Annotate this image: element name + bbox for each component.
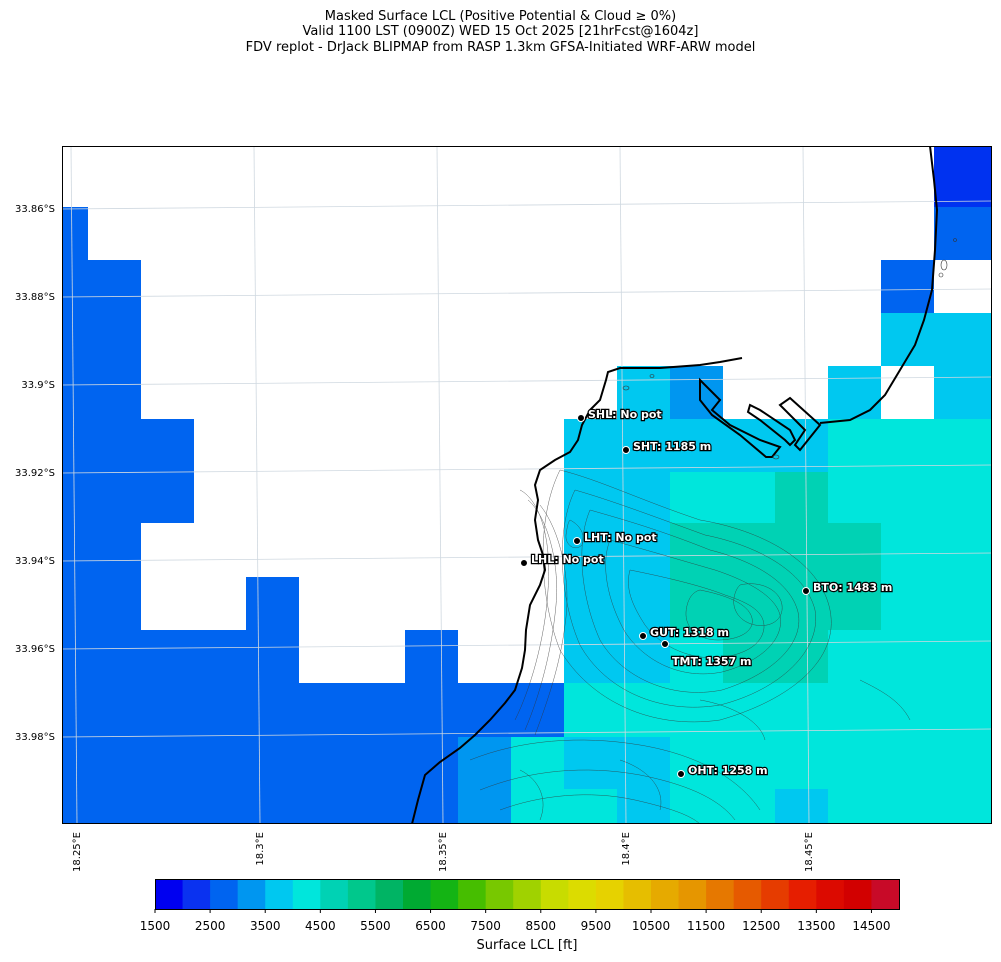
colorbar-tick-label: 6500 — [415, 919, 446, 933]
colorbar-swatch — [430, 880, 459, 909]
colorbar-tick-label: 12500 — [742, 919, 780, 933]
coastline — [411, 146, 939, 824]
colorbar-tick-label: 9500 — [581, 919, 612, 933]
station-label: LHT: No pot — [584, 531, 657, 544]
colorbar-swatch — [347, 880, 377, 909]
colorbar-tick-label: 5500 — [360, 919, 391, 933]
colorbar-swatch — [568, 880, 597, 909]
station-marker[interactable] — [661, 640, 669, 648]
station-label: LHL: No pot — [531, 553, 604, 566]
colorbar-tick-label: 4500 — [305, 919, 336, 933]
map-source: FDV replot - DrJack BLIPMAP from RASP 1.… — [245, 40, 756, 55]
colorbar-swatch — [843, 880, 873, 909]
station-marker[interactable] — [802, 587, 810, 595]
colorbar-swatch — [182, 880, 211, 909]
colorbar-swatch — [651, 880, 680, 909]
colorbar — [155, 880, 900, 909]
lon-tick-label: 18.25°E — [72, 832, 83, 872]
colorbar-swatch — [788, 880, 817, 909]
colorbar-tick-label: 13500 — [797, 919, 835, 933]
colorbar-swatch — [816, 880, 845, 909]
lat-tick-label: 33.94°S — [15, 556, 55, 567]
colorbar-swatch — [706, 880, 735, 909]
colorbar-swatch — [237, 880, 266, 909]
station-label: SHL: No pot — [588, 408, 662, 421]
colorbar-swatch — [540, 880, 569, 909]
colorbar-tick-label: 8500 — [526, 919, 557, 933]
station-label: GUT: 1318 m — [650, 626, 729, 639]
station-label: TMT: 1357 m — [672, 655, 752, 668]
colorbar-swatch — [761, 880, 790, 909]
lat-tick-label: 33.92°S — [15, 468, 55, 479]
station-label: OHT: 1258 m — [688, 764, 768, 777]
station-marker[interactable] — [677, 770, 685, 778]
station-marker[interactable] — [639, 632, 647, 640]
colorbar-tick-label: 3500 — [250, 919, 281, 933]
colorbar-swatch — [513, 880, 542, 909]
colorbar-ticks: 1500 2500 3500 4500 5500 6500 7500 8500 9500 1050… — [140, 909, 891, 933]
colorbar-swatch — [292, 880, 321, 909]
colorbar-swatch — [403, 880, 432, 909]
colorbar-tick-label: 10500 — [632, 919, 670, 933]
graticule — [62, 146, 992, 824]
colorbar-frame — [155, 879, 900, 910]
colorbar-tick-label: 7500 — [470, 919, 501, 933]
lon-axis: 18.25°E 18.3°E 18.35°E 18.4°E 18.45°E — [72, 832, 815, 872]
lcl-grid — [62, 146, 992, 824]
lon-tick-label: 18.45°E — [804, 832, 815, 872]
lat-tick-label: 33.96°S — [15, 644, 55, 655]
colorbar-tick-label: 14500 — [852, 919, 890, 933]
colorbar-swatch — [265, 880, 294, 909]
colorbar-tick-label: 1500 — [140, 919, 171, 933]
colorbar-tick-label: 11500 — [687, 919, 725, 933]
stations: SHL: No pot SHT: 1185 m LHT: No pot LHL:… — [520, 407, 894, 778]
colorbar-swatch — [871, 880, 900, 909]
station-label: SHT: 1185 m — [633, 440, 711, 453]
colorbar-swatch — [458, 880, 487, 909]
colorbar-swatch — [155, 880, 184, 909]
plot-frame — [62, 146, 992, 824]
station-marker[interactable] — [622, 446, 630, 454]
colorbar-swatch — [375, 880, 404, 909]
station-marker[interactable] — [577, 414, 585, 422]
colorbar-tick-label: 2500 — [195, 919, 226, 933]
colorbar-title: Surface LCL [ft] — [477, 938, 578, 953]
lon-tick-label: 18.3°E — [255, 832, 266, 866]
lat-tick-label: 33.9°S — [21, 380, 55, 391]
lat-tick-label: 33.88°S — [15, 292, 55, 303]
lat-axis: 33.86°S 33.88°S 33.9°S 33.92°S 33.94°S 3… — [15, 204, 55, 743]
station-marker[interactable] — [573, 537, 581, 545]
lon-tick-label: 18.4°E — [621, 832, 632, 866]
colorbar-swatch — [623, 880, 652, 909]
map-valid-time: Valid 1100 LST (0900Z) WED 15 Oct 2025 [… — [302, 24, 699, 39]
lat-tick-label: 33.86°S — [15, 204, 55, 215]
lon-tick-label: 18.35°E — [438, 832, 449, 872]
colorbar-swatch — [320, 880, 349, 909]
station-marker[interactable] — [520, 559, 528, 567]
lat-tick-label: 33.98°S — [15, 732, 55, 743]
colorbar-swatch — [595, 880, 625, 909]
colorbar-swatch — [733, 880, 762, 909]
station-label: BTO: 1483 m — [813, 581, 892, 594]
harbour-outlines — [622, 238, 957, 460]
colorbar-swatch — [485, 880, 514, 909]
map-title: Masked Surface LCL (Positive Potential &… — [324, 9, 677, 24]
colorbar-swatch — [210, 880, 239, 909]
colorbar-swatch — [678, 880, 707, 909]
